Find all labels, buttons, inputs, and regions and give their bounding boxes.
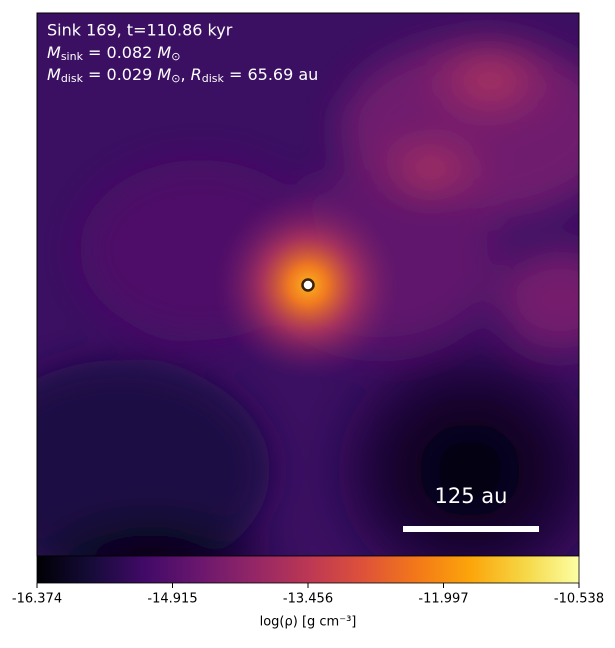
colorbar-label: log(ρ) [g cm⁻³] xyxy=(260,615,357,630)
colorbar xyxy=(36,555,580,584)
colorbar-tick-label: -13.456 xyxy=(283,592,333,607)
annotation: Mdisk = 0.029 M⊙, Rdisk = 65.69 au xyxy=(47,65,318,86)
annotation: Sink 169, t=110.86 kyr xyxy=(47,21,233,40)
colorbar-tick-label: -10.538 xyxy=(554,592,604,607)
colorbar-tick-label: -14.915 xyxy=(147,592,197,607)
density-map xyxy=(37,13,579,556)
annotation: Msink = 0.082 M⊙ xyxy=(47,43,180,64)
sink-marker xyxy=(301,278,315,292)
colorbar-tick-label: -16.374 xyxy=(12,592,62,607)
scale-bar-label: 125 au xyxy=(435,484,508,508)
colorbar-tick-label: -11.997 xyxy=(418,592,468,607)
